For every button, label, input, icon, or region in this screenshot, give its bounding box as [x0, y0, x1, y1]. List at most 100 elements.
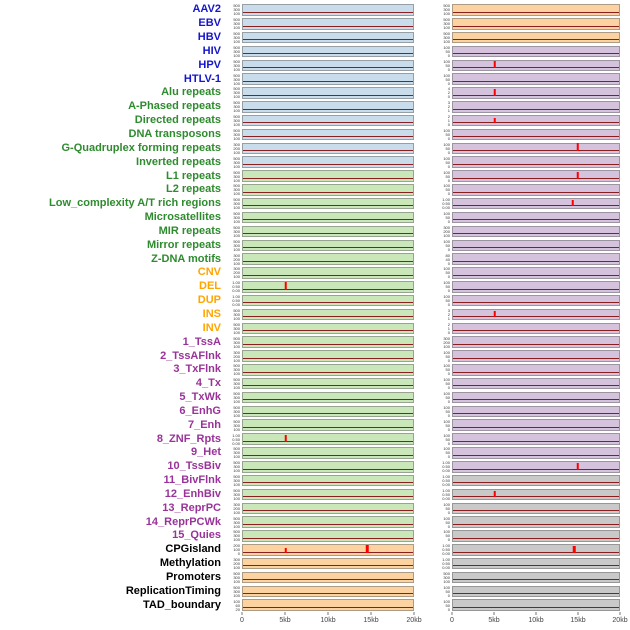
- profile-panel-right: [452, 322, 620, 335]
- panel-gap: [414, 106, 435, 107]
- track-row: 1_TssA 500 300 100 300 200 100: [0, 335, 630, 349]
- signal-baseline: [243, 219, 413, 221]
- signal-baseline: [243, 233, 413, 235]
- signal-spike: [493, 490, 496, 498]
- signal-baseline: [453, 122, 619, 124]
- y-axis-tick-labels: 500 300 100: [225, 572, 242, 583]
- y-axis-tick-labels: 1.00 0.50 0.00: [435, 558, 452, 569]
- y-tick-label: 100: [233, 454, 240, 459]
- y-axis-tick-labels: 1.00 0.50 0.00: [435, 489, 452, 500]
- y-tick-label: 50: [445, 450, 450, 456]
- profile-panel-right: [452, 461, 620, 473]
- signal-baseline: [243, 163, 413, 165]
- signal-baseline: [453, 343, 619, 345]
- y-tick-label: 100: [233, 177, 240, 182]
- row-label: Low_complexity A/T rich regions: [49, 197, 221, 210]
- panel-gap: [414, 549, 435, 550]
- y-tick-label: 0.00: [442, 565, 450, 570]
- y-axis-tick-labels: 500 300 100: [225, 184, 242, 195]
- y-tick-label: 50: [445, 381, 450, 387]
- y-tick-label: 0: [447, 509, 450, 514]
- y-axis-tick-labels: 100 50 0: [435, 586, 452, 597]
- y-axis-tick-labels: 100 50 0: [435, 157, 452, 168]
- track-row: HIV 500 300 100 100 50 0: [0, 45, 630, 59]
- profile-panel-left: [242, 211, 414, 224]
- panel-gap: [414, 217, 435, 218]
- row-label: CPGisland: [165, 543, 221, 556]
- y-tick-label: 300: [443, 35, 450, 41]
- y-tick-label: 100: [443, 433, 450, 438]
- y-tick-label: 0.50: [232, 436, 240, 442]
- track-row: INV 500 300 100 2 1 0: [0, 321, 630, 335]
- y-tick-label: 100: [233, 357, 240, 362]
- signal-baseline: [243, 316, 413, 318]
- y-axis-tick-labels: 500 300 100: [225, 309, 242, 320]
- y-tick-label: 100: [443, 45, 450, 50]
- profile-panel-left: [242, 447, 414, 459]
- panel-gap: [414, 23, 435, 24]
- row-label: 8_ZNF_Rpts: [156, 432, 221, 445]
- y-axis-tick-labels: 1.00 0.50 0.00: [435, 544, 452, 555]
- signal-baseline: [453, 371, 619, 373]
- profile-panel-left: [242, 294, 414, 307]
- track-rows: AAV2 500 300 100 500 300 100 EBV 500 300 100 500 300…: [0, 3, 630, 612]
- profile-panel-right: [452, 585, 620, 598]
- y-axis-tick-labels: 300 200 100: [435, 337, 452, 348]
- y-tick-label: 100: [443, 447, 450, 452]
- y-tick-label: 100: [233, 495, 240, 500]
- y-axis-tick-labels: 100 50 0: [435, 434, 452, 445]
- y-tick-label: 500: [443, 4, 450, 9]
- track-row: L2 repeats 500 300 100 100 50 0: [0, 183, 630, 197]
- signal-baseline: [453, 537, 619, 539]
- y-axis-tick-labels: 100 50 0: [435, 392, 452, 403]
- y-axis-tick-labels: 300 200 100: [225, 351, 242, 362]
- y-tick-label: 300: [233, 228, 240, 234]
- y-tick-label: 0: [447, 191, 450, 196]
- track-row: Z-DNA motifs 300 200 100 80 40 0: [0, 252, 630, 266]
- panel-gap: [414, 466, 435, 467]
- row-label: 10_TssBiv: [167, 460, 221, 473]
- y-tick-label: 0: [447, 149, 450, 154]
- y-tick-label: 50: [445, 215, 450, 221]
- y-tick-label: 200: [233, 270, 240, 276]
- track-row: DEL 1.00 0.50 0.00 100 50 0: [0, 280, 630, 294]
- y-tick-label: 100: [443, 59, 450, 64]
- profile-panel-right: [452, 253, 620, 265]
- row-label: Promoters: [165, 571, 221, 584]
- y-tick-label: 500: [233, 572, 240, 577]
- y-tick-label: 50: [445, 270, 450, 276]
- y-tick-label: 100: [443, 378, 450, 383]
- y-tick-label: 300: [233, 90, 240, 96]
- signal-spike: [284, 282, 287, 290]
- row-label: Z-DNA motifs: [151, 252, 221, 265]
- y-tick-label: 300: [443, 7, 450, 13]
- y-tick-label: 50: [445, 436, 450, 442]
- y-tick-label: 100: [443, 212, 450, 217]
- y-tick-label: 0.00: [442, 468, 450, 473]
- y-tick-label: 50: [445, 159, 450, 165]
- y-tick-label: 300: [233, 575, 240, 581]
- y-axis-tick-labels: 500 300 100: [225, 87, 242, 98]
- y-tick-label: 100: [443, 11, 450, 16]
- y-tick-label: 300: [233, 533, 240, 539]
- track-row: 2_TssAFlnk 300 200 100 100 50 0: [0, 349, 630, 363]
- y-tick-label: 0.50: [442, 478, 450, 484]
- profile-panel-right: [452, 502, 620, 515]
- y-axis-tick-labels: 500 300 100: [225, 489, 242, 500]
- y-tick-label: 0: [447, 523, 450, 528]
- profile-panel-left: [242, 170, 414, 182]
- y-tick-label: 1.00: [442, 558, 450, 563]
- y-axis-tick-labels: 200 100 0: [225, 544, 242, 555]
- y-tick-label: 300: [233, 35, 240, 41]
- track-row: Microsatellites 500 300 100 100 50 0: [0, 211, 630, 225]
- row-label: Mirror repeats: [147, 238, 221, 251]
- y-tick-label: 0: [447, 274, 450, 279]
- y-axis-tick-labels: 300 200 100: [225, 267, 242, 278]
- y-tick-label: 300: [443, 21, 450, 27]
- signal-baseline: [243, 343, 413, 345]
- y-axis-tick-labels: 100 60 20: [225, 600, 242, 611]
- y-tick-label: 1.00: [442, 488, 450, 493]
- y-axis-tick-labels: 100 50 0: [435, 351, 452, 362]
